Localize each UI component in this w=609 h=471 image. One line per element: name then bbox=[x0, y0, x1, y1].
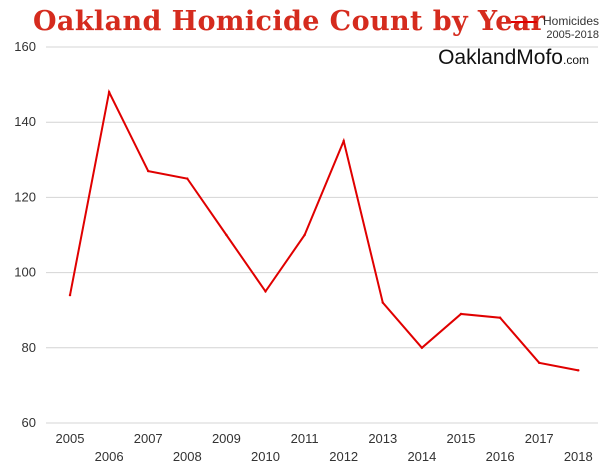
y-tick-label: 60 bbox=[22, 415, 36, 430]
x-tick-label: 2017 bbox=[525, 431, 554, 446]
legend-series-subtitle: 2005-2018 bbox=[546, 28, 599, 41]
data-point bbox=[342, 139, 345, 143]
data-point bbox=[147, 169, 150, 173]
chart-title: Oakland Homicide Count by Year bbox=[33, 6, 546, 37]
data-point bbox=[420, 346, 424, 349]
x-tick-label: 2018 bbox=[564, 449, 593, 464]
x-axis-ticks: 2005 2006 2007 2008 2009 2010 2011 2012 2013 2014… bbox=[56, 431, 593, 464]
x-tick-label: 2010 bbox=[251, 449, 280, 464]
legend-swatch bbox=[510, 20, 537, 23]
x-tick-label: 2012 bbox=[329, 449, 358, 464]
series-line-0 bbox=[69, 89, 579, 372]
brand-name: OaklandMofo bbox=[438, 46, 563, 69]
x-tick-label: 2005 bbox=[56, 431, 85, 446]
x-tick-label: 2009 bbox=[212, 431, 241, 446]
x-tick-label: 2014 bbox=[407, 449, 436, 464]
y-tick-label: 160 bbox=[14, 39, 36, 54]
y-tick-label: 140 bbox=[14, 114, 36, 129]
legend-series-name: Homicides bbox=[542, 14, 599, 28]
y-tick-label: 100 bbox=[14, 265, 36, 280]
data-point bbox=[225, 233, 228, 237]
data-point bbox=[186, 177, 189, 180]
data-point bbox=[68, 293, 72, 297]
data-point bbox=[107, 90, 111, 94]
x-tick-label: 2013 bbox=[368, 431, 397, 446]
x-tick-label: 2007 bbox=[134, 431, 163, 446]
x-tick-label: 2015 bbox=[447, 431, 476, 446]
series-layer bbox=[68, 89, 580, 372]
brand-tld: .com bbox=[562, 53, 589, 67]
legend: Homicides 2005-2018 bbox=[510, 14, 599, 41]
x-tick-label: 2016 bbox=[486, 449, 515, 464]
data-point bbox=[303, 233, 306, 237]
y-axis-ticks: 60 80 100 120 140 160 bbox=[14, 39, 36, 430]
brand-watermark: OaklandMofo.com bbox=[438, 46, 589, 70]
data-point bbox=[264, 290, 267, 293]
data-point bbox=[577, 369, 580, 372]
y-tick-label: 80 bbox=[22, 340, 36, 355]
x-tick-label: 2008 bbox=[173, 449, 202, 464]
x-tick-label: 2006 bbox=[95, 449, 124, 464]
gridlines bbox=[46, 46, 598, 424]
y-tick-label: 120 bbox=[14, 189, 36, 204]
data-point bbox=[538, 361, 541, 365]
x-tick-label: 2011 bbox=[291, 431, 319, 446]
data-point bbox=[498, 316, 502, 319]
data-point bbox=[381, 301, 384, 304]
data-point bbox=[459, 312, 463, 316]
